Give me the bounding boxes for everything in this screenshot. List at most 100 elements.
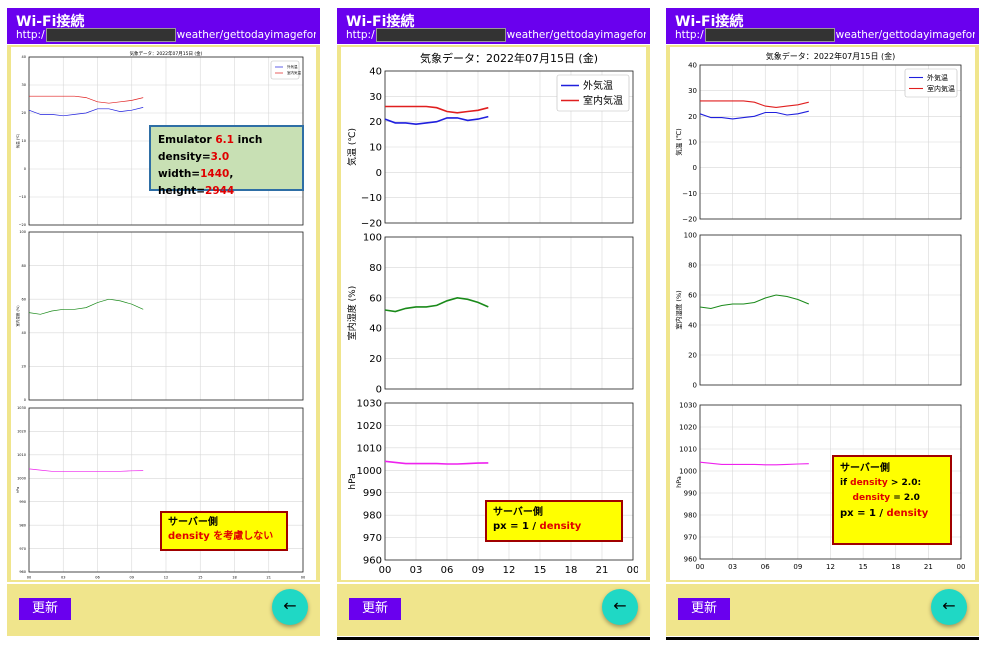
y-axis-label: 気温 (℃)	[346, 128, 358, 166]
url-suffix: weather/gettodayimagefor...	[835, 29, 975, 41]
x-tick-label: 09	[472, 565, 485, 576]
update-button[interactable]: 更新	[349, 598, 401, 620]
y-tick-label: 20	[688, 351, 697, 359]
y-tick-label: 20	[369, 354, 382, 365]
note-line: Emulator 6.1 inch	[158, 134, 263, 146]
app-title: Wi-Fi接続	[346, 14, 415, 30]
y-tick-label: 10	[369, 143, 382, 154]
note-line: サーバー側	[168, 517, 218, 528]
y-tick-label: 0	[24, 167, 26, 171]
series-line	[29, 95, 144, 104]
legend-label: 外気温	[583, 79, 613, 92]
x-tick-label: 09	[130, 576, 134, 580]
y-tick-label: 1020	[679, 423, 697, 431]
app-bar: Wi-Fi接続 http:/ weather/gettodayimagefor..…	[337, 8, 650, 44]
app-bar: Wi-Fi接続 http:/ weather/gettodayimagefor..…	[7, 8, 320, 44]
back-fab[interactable]: ←	[272, 589, 308, 625]
y-axis-label: hPa	[348, 473, 358, 489]
x-tick-label: 15	[534, 565, 547, 576]
x-tick-label: 21	[267, 576, 271, 580]
legend-box	[556, 74, 630, 112]
update-button[interactable]: 更新	[678, 598, 730, 620]
x-tick-label: 00	[696, 563, 705, 571]
nav-bar	[666, 637, 979, 640]
y-tick-label: 960	[684, 555, 697, 563]
y-tick-label: 1030	[17, 406, 26, 410]
y-tick-label: 40	[688, 321, 697, 329]
series-line	[699, 294, 810, 310]
y-tick-label: 40	[22, 331, 26, 335]
y-tick-label: −10	[682, 190, 697, 198]
server-note: サーバー側 px = 1 / density	[485, 500, 623, 542]
series-line	[384, 460, 489, 465]
url-suffix: weather/gettodayimagefor...	[506, 29, 646, 41]
legend-label: 外気温	[287, 64, 298, 69]
y-tick-label: 970	[684, 533, 697, 541]
arrow-left-icon: ←	[283, 596, 297, 615]
legend-label: 室内気温	[583, 94, 623, 107]
back-fab[interactable]: ←	[602, 589, 638, 625]
y-tick-label: −10	[19, 195, 26, 199]
y-tick-label: 970	[363, 533, 382, 544]
server-note: サーバー側 if density > 2.0: density = 2.0 px…	[832, 455, 952, 545]
note-line: サーバー側	[493, 507, 543, 518]
url-prefix: http:/	[346, 29, 375, 41]
y-axis-label: 室内湿度 (%)	[15, 305, 20, 327]
y-tick-label: 60	[369, 293, 382, 304]
x-tick-label: 00	[379, 565, 392, 576]
y-tick-label: 1030	[357, 399, 382, 410]
url-prefix: http:/	[16, 29, 45, 41]
y-tick-label: 30	[688, 87, 697, 95]
y-tick-label: 80	[369, 263, 382, 274]
bottom-bar: 更新 ←	[337, 584, 650, 636]
x-tick-label: 03	[61, 576, 65, 580]
back-fab[interactable]: ←	[931, 589, 967, 625]
app-title: Wi-Fi接続	[675, 14, 744, 30]
x-tick-label: 18	[891, 563, 900, 571]
y-tick-label: 40	[688, 61, 697, 69]
note-line: width=1440, height=2944	[158, 168, 235, 197]
y-tick-label: 960	[19, 570, 26, 574]
y-tick-label: 20	[688, 113, 697, 121]
redacted-host	[375, 28, 506, 42]
chart-area: 気象データ：2022年07月15日 (金) 40 30 20 10 0 −10 −20 気温 (…	[666, 45, 979, 582]
url-text: http:/ weather/gettodayimagefor...	[346, 28, 646, 42]
y-tick-label: 100	[684, 231, 697, 239]
y-tick-label: 960	[363, 556, 382, 567]
x-tick-label: 00	[301, 576, 305, 580]
x-tick-label: 06	[761, 563, 770, 571]
y-tick-label: 970	[19, 547, 26, 551]
phone-screen-3: Wi-Fi接続 http:/ weather/gettodayimagefor..…	[666, 8, 979, 640]
x-tick-label: 18	[565, 565, 578, 576]
y-tick-label: 990	[684, 489, 697, 497]
y-tick-label: 980	[19, 523, 26, 527]
emulator-note: Emulator 6.1 inch density=3.0 width=1440…	[149, 125, 304, 197]
note-line: px = 1 / density	[840, 508, 929, 519]
y-tick-label: 40	[369, 324, 382, 335]
y-tick-label: −20	[19, 223, 26, 227]
legend-box	[270, 60, 300, 80]
y-tick-label: 60	[688, 291, 697, 299]
y-axis-label: 室内湿度 (%)	[674, 290, 683, 329]
y-tick-label: 1030	[679, 401, 697, 409]
x-tick-label: 06	[95, 576, 99, 580]
series-line	[384, 296, 489, 313]
y-tick-label: 1000	[17, 477, 26, 481]
y-axis-label: hPa	[16, 487, 20, 493]
plot-frame	[28, 407, 304, 573]
x-tick-label: 15	[859, 563, 868, 571]
bottom-bar: 更新 ←	[7, 584, 320, 636]
arrow-left-icon: ←	[942, 596, 956, 615]
update-button[interactable]: 更新	[19, 598, 71, 620]
note-line: px = 1 / density	[493, 521, 582, 532]
note-line: density=3.0	[158, 151, 230, 163]
series-line	[28, 468, 144, 473]
url-text: http:/ weather/gettodayimagefor...	[675, 28, 975, 42]
y-tick-label: 30	[22, 83, 26, 87]
y-tick-label: 10	[22, 139, 26, 143]
legend-label: 外気温	[927, 73, 948, 82]
x-tick-label: 00	[957, 563, 966, 571]
y-tick-label: 100	[19, 230, 26, 234]
note-line: サーバー側	[840, 463, 890, 474]
